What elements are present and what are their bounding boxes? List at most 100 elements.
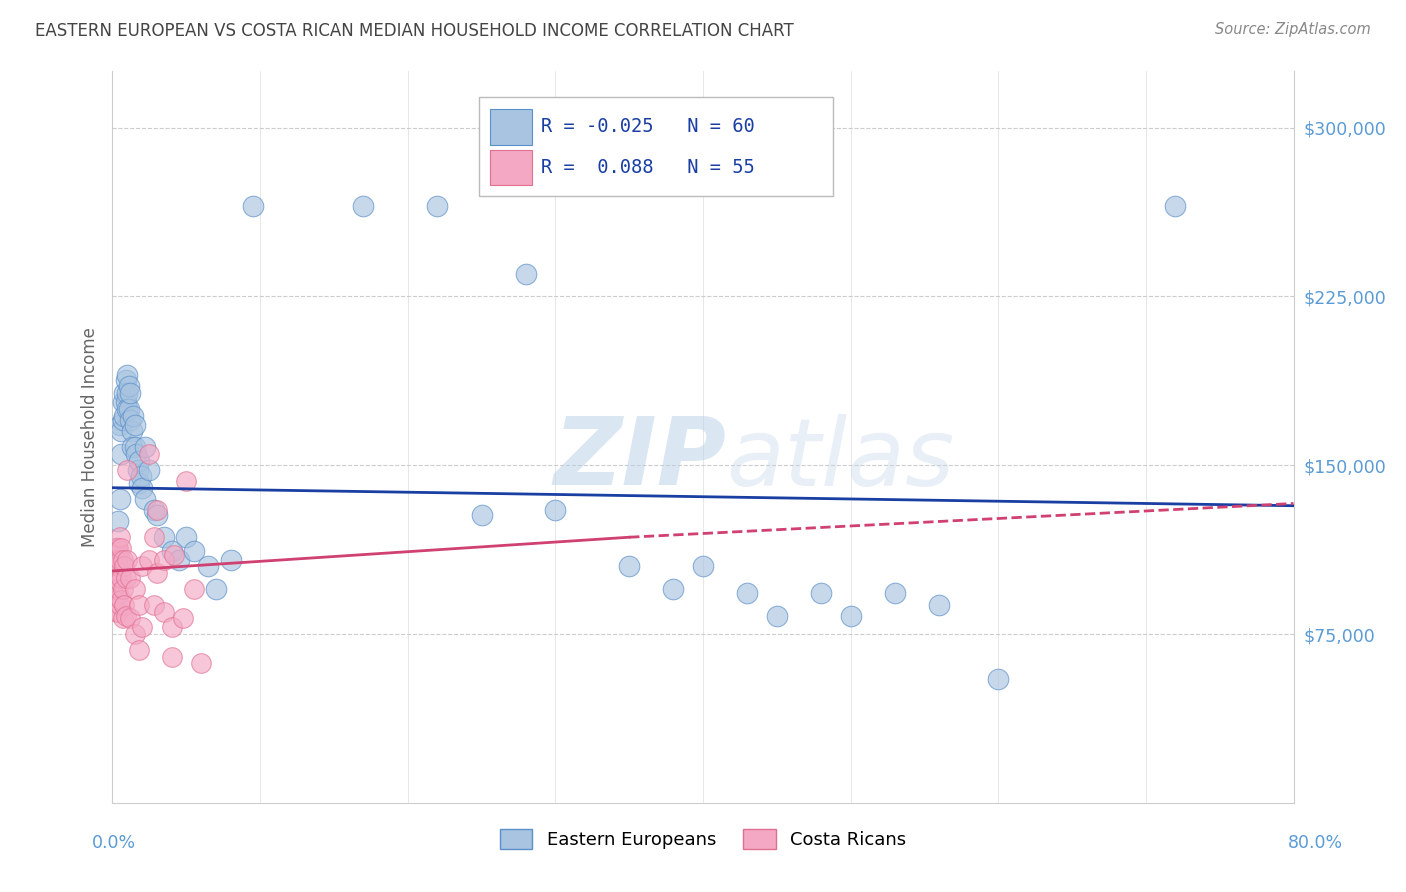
- Point: [110, 425, 132, 439]
- Text: 80.0%: 80.0%: [1288, 834, 1343, 852]
- Point: [928, 598, 950, 612]
- Point: [112, 559, 135, 574]
- Point: [107, 559, 129, 574]
- Point: [114, 373, 136, 387]
- Point: [122, 409, 145, 423]
- Point: [183, 543, 205, 558]
- Point: [108, 575, 131, 590]
- Point: [120, 611, 142, 625]
- Point: [114, 609, 136, 624]
- Legend: Eastern Europeans, Costa Ricans: Eastern Europeans, Costa Ricans: [492, 822, 914, 856]
- Point: [124, 582, 146, 596]
- Point: [124, 627, 146, 641]
- FancyBboxPatch shape: [478, 97, 832, 195]
- Point: [205, 582, 228, 596]
- Point: [105, 541, 128, 556]
- Point: [108, 491, 131, 506]
- Point: [839, 609, 862, 624]
- Text: ZIP: ZIP: [554, 413, 727, 505]
- Point: [174, 530, 197, 544]
- Point: [105, 605, 128, 619]
- Point: [105, 582, 128, 596]
- Point: [117, 368, 138, 383]
- Point: [131, 559, 153, 574]
- Point: [110, 593, 132, 607]
- Point: [128, 453, 150, 467]
- Y-axis label: Median Household Income: Median Household Income: [80, 327, 98, 547]
- FancyBboxPatch shape: [491, 150, 531, 185]
- Text: 0.0%: 0.0%: [91, 834, 135, 852]
- Point: [107, 582, 129, 596]
- Point: [108, 417, 131, 432]
- Point: [112, 386, 135, 401]
- Point: [111, 582, 134, 596]
- Point: [112, 409, 135, 423]
- Point: [117, 401, 138, 416]
- Point: [515, 267, 537, 281]
- Point: [197, 559, 219, 574]
- Point: [619, 559, 641, 574]
- Point: [174, 474, 197, 488]
- Point: [766, 609, 789, 624]
- Point: [110, 571, 132, 585]
- Point: [108, 598, 131, 612]
- Point: [142, 598, 165, 612]
- Point: [138, 447, 160, 461]
- Text: Source: ZipAtlas.com: Source: ZipAtlas.com: [1215, 22, 1371, 37]
- Point: [426, 199, 449, 213]
- Point: [127, 463, 149, 477]
- Point: [121, 425, 143, 439]
- Point: [737, 586, 759, 600]
- Point: [810, 586, 832, 600]
- Point: [153, 605, 176, 619]
- Point: [121, 440, 143, 454]
- Point: [470, 508, 494, 522]
- Point: [167, 553, 190, 567]
- Point: [1164, 199, 1187, 213]
- Point: [118, 401, 141, 416]
- Point: [120, 413, 142, 427]
- Point: [183, 582, 205, 596]
- Point: [108, 530, 131, 544]
- Point: [114, 571, 136, 585]
- Point: [120, 571, 142, 585]
- Point: [160, 620, 183, 634]
- Point: [104, 553, 127, 567]
- Point: [544, 503, 567, 517]
- Point: [142, 503, 165, 517]
- Point: [138, 463, 160, 477]
- Point: [138, 553, 160, 567]
- Point: [104, 582, 127, 596]
- Point: [111, 395, 134, 409]
- Point: [190, 657, 212, 671]
- Point: [128, 598, 150, 612]
- Point: [160, 649, 183, 664]
- Point: [131, 481, 153, 495]
- Point: [134, 440, 156, 454]
- Point: [134, 491, 156, 506]
- Point: [242, 199, 264, 213]
- Point: [110, 447, 132, 461]
- Point: [117, 463, 138, 477]
- Point: [104, 541, 127, 556]
- Point: [884, 586, 907, 600]
- Point: [117, 386, 138, 401]
- Point: [662, 582, 685, 596]
- Point: [110, 541, 132, 556]
- Point: [105, 553, 128, 567]
- Point: [146, 503, 169, 517]
- Point: [172, 611, 194, 625]
- Point: [104, 559, 127, 574]
- Point: [163, 548, 186, 562]
- Text: R =  0.088   N = 55: R = 0.088 N = 55: [541, 158, 755, 177]
- Point: [111, 611, 134, 625]
- Point: [105, 593, 128, 607]
- Point: [153, 553, 176, 567]
- Point: [128, 476, 150, 491]
- Point: [114, 395, 136, 409]
- Point: [352, 199, 374, 213]
- Point: [124, 440, 146, 454]
- Point: [117, 553, 138, 567]
- Point: [219, 553, 242, 567]
- Point: [105, 571, 128, 585]
